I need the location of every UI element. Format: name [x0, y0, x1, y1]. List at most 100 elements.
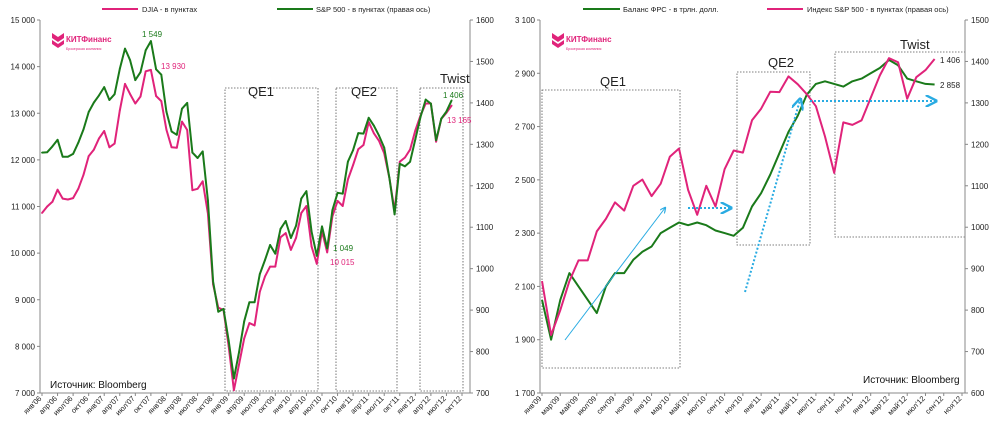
x-tick-label: сен'11: [814, 394, 835, 415]
series-point: [336, 191, 339, 194]
x-tick-label: сен'12: [923, 394, 945, 416]
series-point: [170, 146, 173, 149]
y-right-tick-label: 1000: [476, 265, 494, 274]
arrow-qe2-trend: [744, 100, 800, 293]
series-point: [357, 132, 360, 135]
series-point: [155, 95, 157, 97]
series-point: [92, 148, 95, 151]
series-point: [362, 132, 365, 135]
x-tick-label: ноя'10: [722, 394, 744, 416]
x-tick-label: июл'09: [575, 394, 598, 417]
legend-sp500: S&P 500 - в пунктах (правая ось): [316, 5, 431, 14]
series-point: [289, 237, 292, 239]
series-point: [134, 79, 137, 81]
annotation-sp-2010: 1 049: [333, 244, 354, 253]
series-point: [186, 129, 189, 131]
y-left-tick-label: 12 000: [11, 156, 36, 165]
series-point: [300, 212, 303, 214]
series-point: [398, 162, 401, 165]
series-point: [77, 141, 80, 144]
logo-icon: [52, 33, 64, 48]
series-point: [295, 236, 297, 239]
series-point: [315, 254, 318, 257]
series-point: [144, 49, 147, 52]
series-point: [170, 130, 173, 133]
arrow-qe1-trend: [564, 208, 665, 341]
series-point: [72, 197, 75, 200]
series-point: [450, 104, 453, 107]
qe2-label: QE2: [768, 55, 794, 70]
y-right-tick-label: 1400: [971, 57, 989, 66]
series-point: [113, 93, 116, 96]
series-point: [181, 120, 183, 123]
series-point: [321, 225, 323, 228]
y-right-tick-label: 800: [971, 306, 985, 315]
series-point: [315, 262, 318, 265]
series-point: [357, 148, 360, 151]
y-right-tick-label: 1600: [476, 16, 494, 25]
y-left-tick-label: 13 000: [11, 109, 36, 118]
twist-label: Twist: [440, 71, 470, 86]
legend-djia: DJIA - в пунктах: [142, 5, 197, 14]
y-left-tick-label: 9 000: [15, 296, 36, 305]
series-point: [435, 140, 437, 143]
y-left-tick-label: 1 700: [515, 389, 536, 398]
period-box-qe1: [541, 89, 681, 369]
left-legend: DJIA - в пунктах S&P 500 - в пунктах (пр…: [102, 5, 431, 14]
series-point: [87, 111, 90, 113]
x-tick-label: мар'09: [539, 394, 562, 417]
series-point: [248, 301, 251, 304]
series-point: [61, 155, 64, 158]
y-left-tick-label: 2 900: [515, 69, 536, 78]
series-point: [409, 148, 412, 151]
y-left-tick-label: 2 700: [515, 123, 536, 132]
x-tick-label: окт'12: [442, 394, 463, 415]
y-left-tick-label: 2 500: [515, 176, 536, 185]
series-point: [165, 110, 168, 113]
series-point: [124, 82, 126, 85]
annotation-sp-peak: 1 549: [142, 30, 163, 39]
series-point: [134, 102, 137, 105]
series-point: [310, 245, 313, 248]
y-right-tick-label: 700: [476, 389, 490, 398]
series-point: [393, 213, 396, 216]
series-point: [46, 151, 49, 154]
qe1-label: QE1: [600, 74, 626, 89]
series-point: [238, 363, 240, 366]
period-box-qe1: [224, 87, 319, 392]
series-point: [92, 101, 95, 104]
series-point: [175, 133, 178, 136]
series-line-1: [541, 57, 936, 336]
series-point: [160, 73, 163, 76]
logo-icon: [552, 33, 564, 48]
series-point: [181, 107, 183, 110]
series-point: [274, 252, 277, 255]
series-point: [378, 139, 380, 142]
series-point: [191, 189, 194, 192]
series-point: [108, 99, 111, 101]
series-point: [232, 389, 235, 392]
logo-text: КИТФинанс: [66, 35, 112, 44]
qe1-label: QE1: [248, 84, 274, 99]
series-point: [139, 71, 142, 74]
series-point: [347, 178, 349, 181]
series-point: [362, 144, 365, 146]
y-left-tick-label: 11 000: [11, 203, 35, 212]
series-point: [56, 138, 59, 141]
series-point: [129, 93, 132, 96]
series-point: [414, 138, 417, 141]
y-right-tick-label: 1200: [476, 182, 494, 191]
series-point: [87, 155, 90, 158]
series-point: [269, 244, 272, 246]
left-logo: КИТФинанс Брокерская компания: [52, 33, 112, 51]
series-point: [419, 116, 422, 118]
period-box-twist: [419, 87, 464, 392]
series-point: [196, 157, 199, 159]
y-right-tick-label: 1000: [971, 223, 989, 232]
series-point: [41, 212, 43, 214]
series-point: [103, 130, 106, 132]
series-point: [207, 199, 209, 202]
series-point: [201, 150, 204, 153]
series-point: [98, 137, 100, 140]
